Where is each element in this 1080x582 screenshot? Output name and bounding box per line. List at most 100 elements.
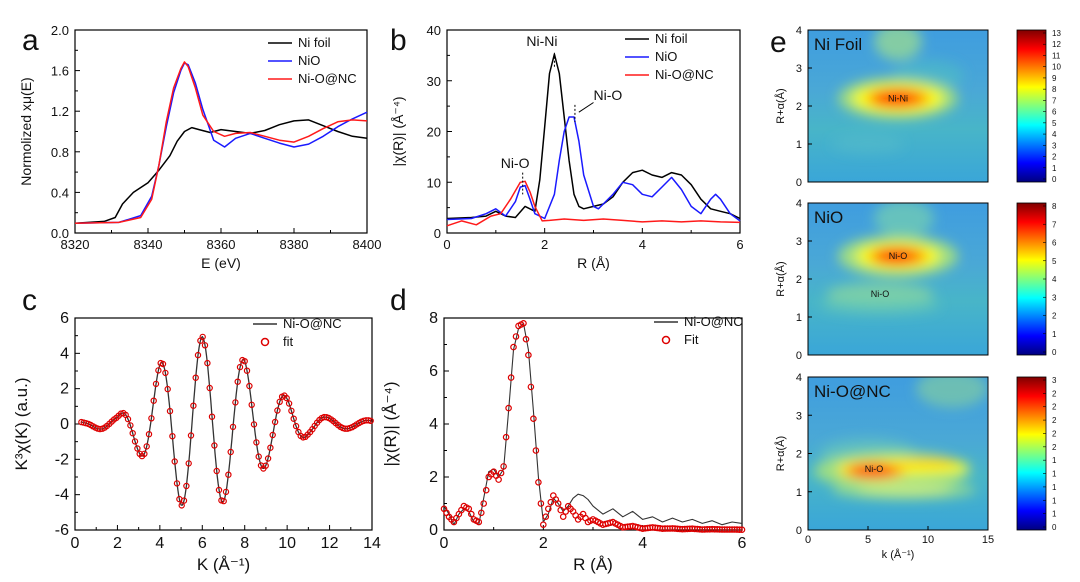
legend-marker bbox=[260, 337, 270, 347]
y-tick-label: 3 bbox=[796, 236, 802, 248]
heatmap-e2: 0 1 2 3 4 R+α(Å) NiO Ni-O Ni-O 0 1 2 3 4 5 6 7 8 bbox=[774, 198, 1057, 362]
fit-point bbox=[507, 374, 515, 381]
fit-point bbox=[208, 413, 216, 420]
fit-point bbox=[530, 415, 537, 423]
y-axis-label: R+α(Å) bbox=[774, 436, 787, 471]
fit-point bbox=[220, 497, 227, 505]
fit-point bbox=[532, 447, 540, 454]
hotspot-label: Ni-Ni bbox=[888, 93, 908, 103]
heatmap-blob bbox=[874, 203, 934, 238]
x-tick-label: 0 bbox=[443, 237, 450, 252]
fit-point bbox=[215, 486, 223, 494]
y-axis-label: R+α(Å) bbox=[774, 261, 787, 296]
fit-point bbox=[248, 401, 255, 408]
fit-point bbox=[246, 382, 253, 390]
y-tick-label: 1 bbox=[796, 312, 802, 324]
legend-label: Ni-O@NC bbox=[283, 316, 342, 331]
fit-point bbox=[190, 402, 197, 409]
series-line-Ni-O@NC bbox=[446, 180, 741, 227]
x-tick-label: 6 bbox=[738, 535, 747, 552]
fit-point bbox=[292, 422, 300, 430]
fit-point bbox=[145, 431, 153, 438]
y-axis-label: R+α(Å) bbox=[774, 88, 787, 123]
legend-label: Ni-O@NC bbox=[684, 314, 743, 329]
x-axis-label: R (Å) bbox=[577, 255, 610, 271]
fit-point bbox=[141, 450, 148, 457]
panel-label-e: e bbox=[770, 26, 787, 59]
y-tick-label: 0 bbox=[796, 525, 802, 537]
fit-point bbox=[542, 513, 550, 521]
colorbar-tick-label: 4 bbox=[1052, 130, 1057, 139]
colorbar-tick-label: 2 bbox=[1052, 429, 1057, 438]
legend-label: Ni foil bbox=[655, 31, 688, 46]
y-tick-label: 4 bbox=[429, 416, 438, 433]
fit-point bbox=[241, 358, 248, 365]
colorbar-tick-label: 11 bbox=[1052, 51, 1061, 60]
y-tick-label: 2 bbox=[796, 274, 802, 286]
colorbar-tick-label: 1 bbox=[1052, 164, 1057, 173]
x-axis-label: E (eV) bbox=[201, 255, 241, 271]
colorbar-tick-label: 2 bbox=[1052, 416, 1057, 425]
x-tick-label: 6 bbox=[198, 535, 207, 552]
fit-point bbox=[276, 398, 283, 405]
panel-label-c: c bbox=[22, 284, 37, 317]
fit-point bbox=[510, 343, 517, 351]
fit-point bbox=[512, 333, 520, 340]
fit-point bbox=[480, 500, 488, 507]
x-tick-label: 2 bbox=[539, 535, 548, 552]
fit-point bbox=[204, 359, 211, 367]
y-tick-label: 40 bbox=[427, 23, 441, 38]
y-tick-label: 0.8 bbox=[51, 145, 69, 160]
heatmap-blob bbox=[832, 134, 904, 154]
fit-point bbox=[467, 510, 475, 518]
panel-label-b: b bbox=[390, 24, 407, 57]
y-tick-label: -4 bbox=[55, 487, 69, 504]
panel-c-axes: 0 2 4 6 8 10 12 14 -6 -4 -2 0 2 4 6 K (Å⁻¹) K³χ(K) (a.u.… bbox=[12, 310, 381, 574]
colorbar-tick-label: 2 bbox=[1052, 443, 1057, 452]
series-line-NiO bbox=[74, 62, 368, 225]
x-tick-label: 8380 bbox=[280, 237, 309, 252]
heatmap-blob bbox=[874, 30, 922, 61]
fit-point bbox=[229, 423, 237, 431]
panel-label-d: d bbox=[390, 284, 407, 317]
heatmap-title: Ni Foil bbox=[814, 35, 862, 54]
panel-d-axes: 0 2 4 6 0 2 4 6 8 R (Å) |χ(R)| (Å⁻⁴) Ni-O@NC Fit bbox=[381, 310, 747, 574]
colorbar-tick-label: 1 bbox=[1052, 510, 1057, 519]
fit-point bbox=[559, 513, 567, 521]
fit-point bbox=[500, 463, 507, 470]
colorbar-tick-label: 7 bbox=[1052, 220, 1057, 229]
fit-point bbox=[194, 351, 202, 359]
colorbar-tick-label: 2 bbox=[1052, 403, 1057, 412]
y-axis-label: |χ(R)| (Å⁻⁴) bbox=[390, 96, 406, 166]
x-tick-label: 4 bbox=[638, 535, 647, 552]
annotation-label: Ni-O bbox=[501, 155, 530, 171]
fit-point bbox=[180, 497, 188, 504]
fit-point bbox=[537, 500, 545, 507]
x-tick-label: 8400 bbox=[353, 237, 382, 252]
colorbar-tick-label: 9 bbox=[1052, 74, 1057, 83]
y-tick-label: 2 bbox=[429, 469, 438, 486]
y-tick-label: 0 bbox=[60, 416, 69, 433]
y-tick-label: 8 bbox=[429, 310, 438, 327]
y-axis-label: Normolized xμ(E) bbox=[18, 77, 34, 185]
heatmap-title: NiO bbox=[814, 208, 843, 227]
fit-point bbox=[211, 442, 218, 449]
fit-point bbox=[271, 418, 279, 426]
fit-point bbox=[274, 407, 281, 414]
x-tick-label: 4 bbox=[639, 237, 646, 252]
series-line-Ni foil bbox=[446, 53, 741, 220]
y-tick-label: 0 bbox=[429, 522, 438, 539]
fit-point bbox=[225, 471, 232, 478]
y-tick-label: 0 bbox=[434, 226, 441, 241]
x-axis-label: k (Å⁻¹) bbox=[882, 548, 915, 561]
fit-point bbox=[535, 478, 542, 486]
heatmap-blob bbox=[876, 250, 915, 263]
x-tick-label: 5 bbox=[865, 534, 871, 546]
fit-point bbox=[262, 462, 269, 469]
fit-point bbox=[124, 415, 132, 423]
fit-point bbox=[201, 342, 209, 349]
colorbar-tick-label: 1 bbox=[1052, 456, 1057, 465]
y-tick-label: 3 bbox=[796, 410, 802, 422]
